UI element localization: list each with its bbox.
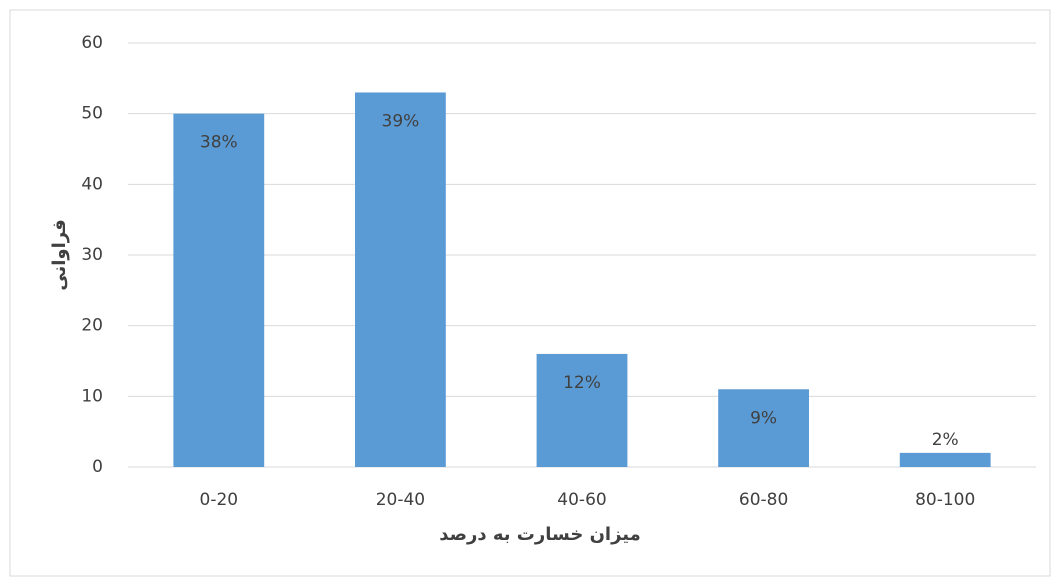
y-tick-label: 20 [81,316,103,336]
y-tick-label: 40 [81,174,103,194]
x-axis-title: میزان خسارت به درصد [439,524,641,545]
data-label: 9% [750,408,777,428]
bar [173,113,265,468]
x-tick-label: 20-40 [376,490,425,510]
bar [899,452,991,467]
data-label: 2% [932,430,959,450]
y-axis-title: فراوانی [49,219,70,290]
chart-border [9,9,1051,577]
bar [355,92,446,467]
x-tick-label: 40-60 [557,490,606,510]
bar [718,389,809,467]
x-tick-label: 60-80 [739,490,788,510]
x-tick-label: 0-20 [200,490,239,510]
y-tick-label: 0 [92,457,103,477]
data-label: 39% [382,111,420,131]
y-tick-label: 60 [81,33,103,53]
data-label: 12% [563,373,601,393]
y-tick-label: 30 [81,245,103,265]
data-label: 38% [200,133,238,153]
bar [536,353,628,467]
y-tick-label: 10 [81,386,103,406]
y-tick-label: 50 [81,104,103,124]
x-tick-label: 80-100 [915,490,975,510]
